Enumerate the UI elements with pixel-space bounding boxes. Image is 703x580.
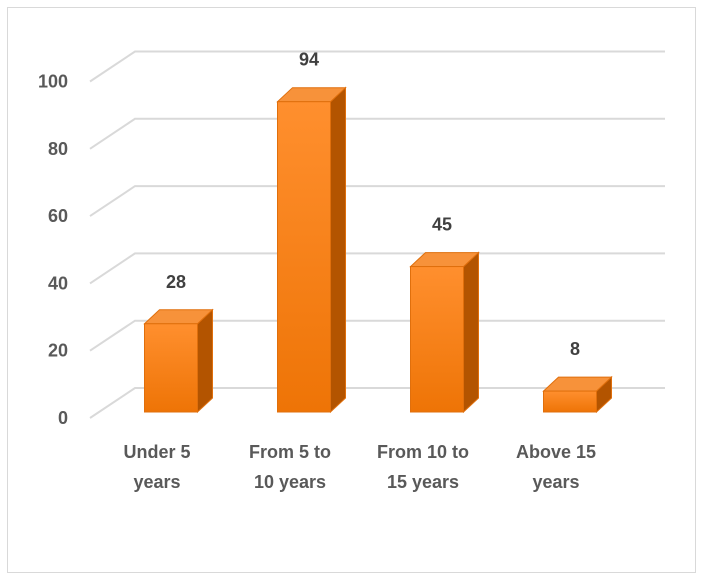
chart-frame (7, 7, 696, 573)
y-tick-label: 100 (38, 72, 68, 92)
x-axis-categories: Under 5 years From 5 to 10 years From 10 to 1… (123, 442, 596, 492)
data-label: 94 (299, 50, 319, 70)
category-label: From 10 to 15 years (377, 442, 469, 492)
y-tick-label: 0 (58, 408, 68, 428)
gridline-100 (89, 50, 665, 83)
y-tick-label: 20 (48, 341, 68, 361)
y-tick-label: 80 (48, 139, 68, 159)
bar-1 (143, 308, 214, 414)
data-label: 45 (432, 215, 452, 235)
gridlines (89, 50, 665, 419)
gridline-40 (89, 252, 665, 285)
category-label: Above 15 years (516, 442, 596, 492)
bars (143, 86, 613, 414)
gridline-80 (89, 117, 665, 150)
y-tick-label: 60 (48, 206, 68, 226)
data-labels: 28 94 45 8 (166, 50, 580, 359)
bar-4 (542, 375, 613, 414)
y-tick-label: 40 (48, 273, 68, 293)
category-label: Under 5 years (123, 442, 190, 492)
data-label: 28 (166, 272, 186, 292)
gridline-0 (89, 387, 665, 419)
bar-3 (409, 251, 480, 414)
category-label: From 5 to 10 years (249, 442, 331, 492)
gridline-20 (89, 319, 665, 352)
bar-2 (276, 86, 347, 414)
data-label: 8 (570, 339, 580, 359)
gridline-60 (89, 185, 665, 217)
y-axis-ticks: 0 20 40 60 80 100 (38, 72, 68, 429)
